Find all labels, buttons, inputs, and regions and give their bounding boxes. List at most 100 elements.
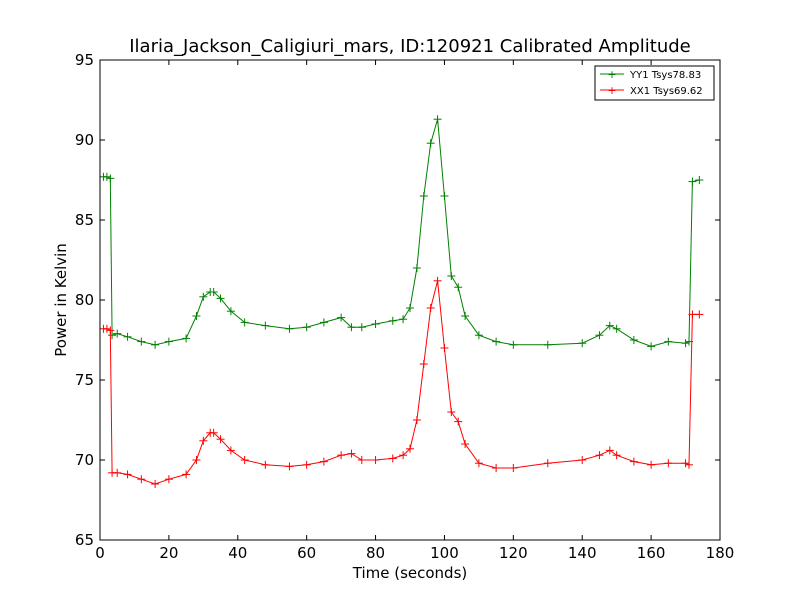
data-point-yy1-tsys78-83 bbox=[164, 337, 173, 346]
data-point-xx1-tsys69-62 bbox=[199, 436, 208, 445]
data-point-yy1-tsys78-83 bbox=[461, 312, 470, 320]
data-point-xx1-tsys69-62 bbox=[426, 304, 435, 312]
data-point-xx1-tsys69-62 bbox=[337, 451, 346, 460]
data-point-xx1-tsys69-62 bbox=[454, 417, 463, 426]
plot-frame bbox=[99, 59, 721, 541]
data-point-xx1-tsys69-62 bbox=[106, 326, 115, 335]
legend-xx1-marker: + bbox=[607, 84, 616, 97]
data-point-xx1-tsys69-62 bbox=[357, 456, 366, 464]
data-point-xx1-tsys69-62 bbox=[151, 480, 160, 488]
y-tick-label: 70 bbox=[75, 451, 94, 469]
legend-box bbox=[594, 65, 715, 101]
data-point-xx1-tsys69-62 bbox=[440, 344, 449, 352]
data-point-yy1-tsys78-83 bbox=[192, 312, 201, 320]
x-tick-label: 160 bbox=[637, 544, 666, 562]
data-point-yy1-tsys78-83 bbox=[612, 324, 621, 333]
legend: + YY1 Tsys78.83 + XX1 Tsys69.62 bbox=[594, 65, 715, 101]
data-point-yy1-tsys78-83 bbox=[337, 313, 346, 322]
data-point-yy1-tsys78-83 bbox=[426, 139, 435, 148]
data-point-xx1-tsys69-62 bbox=[688, 310, 697, 319]
data-point-yy1-tsys78-83 bbox=[578, 339, 587, 348]
data-point-xx1-tsys69-62 bbox=[182, 470, 191, 479]
data-point-yy1-tsys78-83 bbox=[695, 176, 704, 184]
data-point-yy1-tsys78-83 bbox=[388, 316, 397, 325]
data-point-xx1-tsys69-62 bbox=[612, 451, 621, 460]
data-point-xx1-tsys69-62 bbox=[605, 446, 614, 455]
x-tick-label: 80 bbox=[366, 544, 385, 562]
data-point-xx1-tsys69-62 bbox=[492, 464, 501, 472]
data-point-yy1-tsys78-83 bbox=[595, 331, 604, 340]
data-point-xx1-tsys69-62 bbox=[433, 276, 442, 285]
data-point-xx1-tsys69-62 bbox=[209, 428, 218, 437]
data-point-yy1-tsys78-83 bbox=[433, 115, 442, 124]
data-point-yy1-tsys78-83 bbox=[216, 294, 225, 303]
data-point-xx1-tsys69-62 bbox=[261, 460, 270, 469]
data-point-yy1-tsys78-83 bbox=[106, 174, 115, 183]
series-line-yy1-tsys78-83 bbox=[103, 119, 700, 347]
data-point-xx1-tsys69-62 bbox=[388, 454, 397, 463]
data-point-xx1-tsys69-62 bbox=[685, 460, 693, 469]
data-point-yy1-tsys78-83 bbox=[447, 272, 456, 280]
data-point-yy1-tsys78-83 bbox=[182, 334, 191, 343]
data-point-xx1-tsys69-62 bbox=[302, 460, 311, 469]
data-point-xx1-tsys69-62 bbox=[123, 470, 132, 479]
data-point-xx1-tsys69-62 bbox=[137, 475, 146, 484]
data-point-xx1-tsys69-62 bbox=[406, 444, 414, 453]
data-point-xx1-tsys69-62 bbox=[647, 460, 656, 469]
data-point-yy1-tsys78-83 bbox=[406, 304, 414, 312]
x-tick-label: 180 bbox=[706, 544, 735, 562]
x-tick-label: 140 bbox=[568, 544, 597, 562]
data-point-yy1-tsys78-83 bbox=[681, 339, 690, 348]
data-point-yy1-tsys78-83 bbox=[647, 342, 656, 351]
data-point-xx1-tsys69-62 bbox=[664, 459, 673, 468]
data-point-xx1-tsys69-62 bbox=[595, 451, 604, 460]
data-point-yy1-tsys78-83 bbox=[319, 318, 328, 327]
data-point-xx1-tsys69-62 bbox=[285, 462, 294, 471]
x-tick-label: 100 bbox=[430, 544, 459, 562]
x-tick-label: 60 bbox=[297, 544, 316, 562]
data-point-yy1-tsys78-83 bbox=[474, 331, 483, 340]
data-point-yy1-tsys78-83 bbox=[261, 321, 270, 330]
data-point-xx1-tsys69-62 bbox=[412, 416, 421, 424]
y-tick-label: 85 bbox=[75, 211, 94, 229]
x-axis-label: Time (seconds) bbox=[352, 564, 468, 582]
data-point-yy1-tsys78-83 bbox=[399, 315, 408, 324]
data-point-yy1-tsys78-83 bbox=[688, 177, 697, 186]
data-point-yy1-tsys78-83 bbox=[412, 264, 421, 272]
data-point-yy1-tsys78-83 bbox=[108, 331, 117, 340]
data-point-xx1-tsys69-62 bbox=[113, 468, 122, 477]
y-tick-label: 75 bbox=[75, 371, 94, 389]
data-point-xx1-tsys69-62 bbox=[399, 451, 408, 460]
data-point-xx1-tsys69-62 bbox=[578, 456, 587, 464]
axis-ticks: 0 20 40 60 80 100 120 140 160 180 65 70 75 80 85 90 95 bbox=[75, 51, 734, 562]
data-point-yy1-tsys78-83 bbox=[629, 336, 638, 344]
data-point-xx1-tsys69-62 bbox=[164, 475, 173, 484]
data-point-xx1-tsys69-62 bbox=[216, 435, 225, 444]
y-axis-label: Power in Kelvin bbox=[52, 243, 70, 357]
data-point-yy1-tsys78-83 bbox=[419, 192, 428, 200]
data-point-yy1-tsys78-83 bbox=[137, 337, 146, 346]
legend-yy1-label: YY1 Tsys78.83 bbox=[629, 70, 701, 81]
plot-area bbox=[99, 115, 704, 488]
data-point-yy1-tsys78-83 bbox=[492, 337, 501, 346]
data-point-xx1-tsys69-62 bbox=[419, 360, 428, 368]
data-point-xx1-tsys69-62 bbox=[347, 449, 356, 458]
data-point-yy1-tsys78-83 bbox=[664, 337, 673, 346]
x-tick-label: 120 bbox=[499, 544, 528, 562]
data-point-yy1-tsys78-83 bbox=[209, 288, 218, 296]
x-tick-label: 40 bbox=[228, 544, 247, 562]
data-point-xx1-tsys69-62 bbox=[695, 310, 704, 319]
data-point-xx1-tsys69-62 bbox=[509, 464, 518, 472]
chart-title: Ilaria_Jackson_Caligiuri_mars, ID:120921… bbox=[129, 36, 691, 57]
data-point-yy1-tsys78-83 bbox=[123, 332, 132, 341]
data-point-yy1-tsys78-83 bbox=[347, 323, 356, 332]
data-point-xx1-tsys69-62 bbox=[192, 456, 201, 464]
data-point-yy1-tsys78-83 bbox=[509, 340, 518, 349]
data-point-yy1-tsys78-83 bbox=[113, 329, 122, 338]
data-point-yy1-tsys78-83 bbox=[285, 324, 294, 333]
y-tick-label: 90 bbox=[75, 131, 94, 149]
data-point-xx1-tsys69-62 bbox=[371, 456, 380, 464]
y-tick-label: 95 bbox=[75, 51, 94, 69]
data-point-yy1-tsys78-83 bbox=[151, 340, 160, 349]
